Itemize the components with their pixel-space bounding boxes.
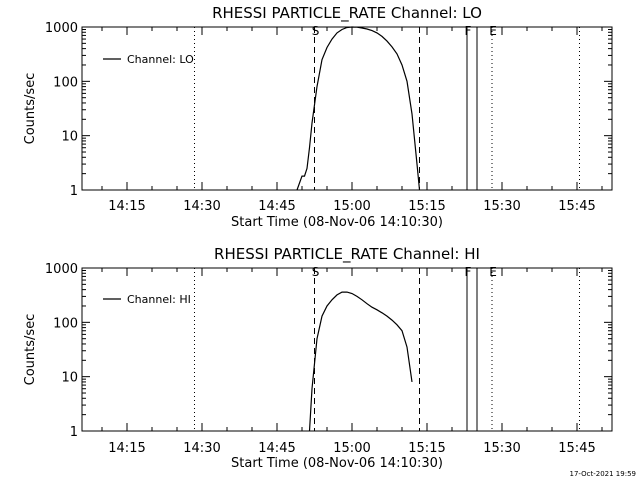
- series-line: [296, 26, 421, 191]
- marker-label: S: [312, 265, 320, 279]
- x-tick-label: 14:45: [258, 441, 295, 456]
- y-axis-label: Counts/sec: [23, 314, 38, 386]
- y-tick-label: 1: [70, 184, 78, 199]
- y-tick-label: 1000: [45, 21, 78, 36]
- chart-title: RHESSI PARTICLE_RATE Channel: HI: [214, 245, 480, 264]
- panel-lo: RHESSI PARTICLE_RATE Channel: LO 14:15 14:…: [23, 4, 613, 230]
- y-tick-label: 100: [53, 316, 78, 331]
- marker-label: E: [489, 265, 497, 279]
- x-tick-label: 15:45: [558, 441, 595, 456]
- y-tick-label: 100: [53, 75, 78, 90]
- x-tick-label: 15:15: [408, 199, 445, 214]
- marker-label: E: [489, 24, 497, 38]
- x-tick-label: 15:00: [333, 199, 370, 214]
- panel-hi: RHESSI PARTICLE_RATE Channel: HI 14:15 14:…: [23, 245, 613, 471]
- y-tick-label: 1000: [45, 262, 78, 277]
- plot-frame: [81, 267, 613, 432]
- x-tick-label: 15:45: [558, 199, 595, 214]
- x-tick-label: 15:30: [483, 199, 520, 214]
- x-tick-label: 15:30: [483, 441, 520, 456]
- plot-frame: [81, 26, 613, 191]
- y-tick-label: 1: [70, 425, 78, 440]
- x-tick-label: 14:15: [108, 441, 145, 456]
- legend-label: Channel: HI: [127, 293, 191, 306]
- marker-label: S: [312, 24, 320, 38]
- x-axis-label: Start Time (08-Nov-06 14:10:30): [231, 456, 443, 471]
- y-axis-label: Counts/sec: [23, 73, 38, 145]
- x-tick-label: 15:15: [408, 441, 445, 456]
- series-line: [308, 291, 413, 432]
- x-tick-label: 14:15: [108, 199, 145, 214]
- x-tick-label: 14:45: [258, 199, 295, 214]
- marker-label: F: [465, 265, 472, 279]
- x-tick-label: 14:30: [183, 441, 220, 456]
- chart-title: RHESSI PARTICLE_RATE Channel: LO: [212, 4, 482, 23]
- legend-label: Channel: LO: [127, 53, 194, 66]
- x-axis-label: Start Time (08-Nov-06 14:10:30): [231, 215, 443, 230]
- x-tick-label: 15:00: [333, 441, 370, 456]
- y-tick-label: 10: [61, 371, 78, 386]
- y-tick-label: 10: [61, 130, 78, 145]
- footer-timestamp: 17-Oct-2021 19:59: [570, 470, 636, 478]
- x-tick-label: 14:30: [183, 199, 220, 214]
- marker-label: F: [465, 24, 472, 38]
